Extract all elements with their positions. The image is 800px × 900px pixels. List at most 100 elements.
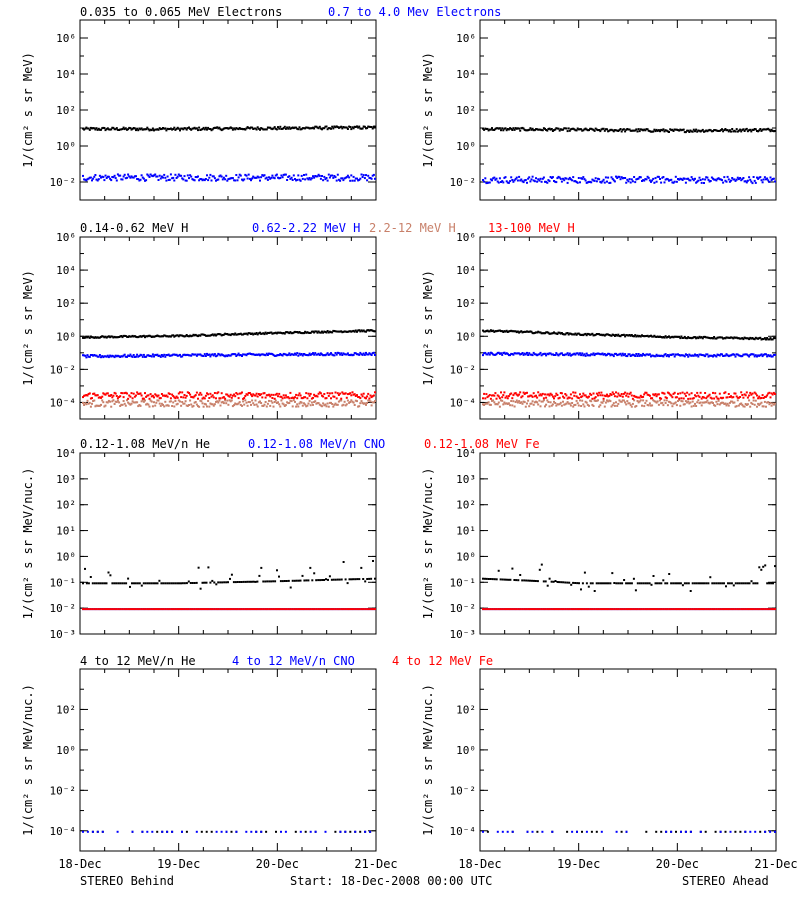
data-point xyxy=(538,331,541,334)
data-point xyxy=(529,394,532,397)
data-point xyxy=(372,401,375,404)
data-point xyxy=(772,391,775,394)
data-point xyxy=(597,333,599,336)
data-point xyxy=(578,608,580,611)
data-point xyxy=(679,354,682,357)
data-point xyxy=(727,582,729,585)
data-point xyxy=(549,332,552,335)
data-point xyxy=(281,127,284,130)
data-point xyxy=(175,127,178,130)
data-point xyxy=(566,352,569,355)
data-point xyxy=(174,353,177,356)
data-point xyxy=(219,397,222,400)
data-point xyxy=(536,396,539,399)
data-point xyxy=(625,830,628,833)
data-point xyxy=(600,128,603,131)
data-point xyxy=(115,582,118,585)
data-point xyxy=(652,575,655,577)
data-point xyxy=(668,400,670,403)
data-point xyxy=(128,394,131,397)
data-point xyxy=(121,392,124,395)
data-point xyxy=(86,394,89,397)
data-point xyxy=(350,399,353,402)
data-point xyxy=(215,334,217,337)
data-point xyxy=(537,330,540,333)
data-point xyxy=(565,332,568,335)
data-point xyxy=(186,391,189,394)
data-point xyxy=(582,176,585,179)
data-point xyxy=(186,127,189,130)
data-point xyxy=(570,608,573,611)
data-point xyxy=(666,582,669,585)
data-point xyxy=(648,582,651,585)
data-point xyxy=(487,330,490,333)
data-point xyxy=(513,352,516,355)
data-point xyxy=(669,401,672,404)
data-point xyxy=(761,128,764,131)
data-point xyxy=(610,353,613,356)
data-point xyxy=(736,396,739,399)
data-point xyxy=(269,177,272,180)
data-point xyxy=(771,355,774,358)
data-point xyxy=(526,129,528,132)
data-point xyxy=(554,180,557,183)
data-point xyxy=(716,177,719,180)
data-point xyxy=(139,335,142,338)
data-point xyxy=(576,830,578,833)
data-point xyxy=(219,333,222,336)
data-point xyxy=(223,608,226,611)
data-point xyxy=(142,334,145,337)
data-point xyxy=(655,830,658,833)
data-point xyxy=(698,395,701,398)
data-point xyxy=(638,130,641,133)
data-point xyxy=(226,355,229,358)
data-point xyxy=(579,333,581,336)
plot-frame xyxy=(479,19,777,201)
data-point xyxy=(665,830,668,833)
data-point xyxy=(257,176,260,179)
data-point xyxy=(122,126,125,129)
data-point xyxy=(532,179,535,182)
data-point xyxy=(586,403,589,406)
data-point xyxy=(241,404,243,407)
y-tick-label: 10⁰ xyxy=(56,330,76,343)
data-point xyxy=(761,394,764,397)
data-point xyxy=(732,584,735,587)
data-point xyxy=(724,830,727,833)
data-point xyxy=(749,353,752,356)
data-point xyxy=(609,128,612,131)
data-point xyxy=(654,400,657,403)
data-point xyxy=(527,354,530,356)
data-point xyxy=(236,127,239,130)
data-point xyxy=(266,126,269,129)
data-point xyxy=(361,127,364,130)
data-point xyxy=(327,394,330,397)
data-point xyxy=(270,400,273,403)
data-point xyxy=(599,404,602,407)
data-point xyxy=(361,401,364,404)
data-point xyxy=(297,608,300,611)
data-point xyxy=(318,174,321,177)
data-point xyxy=(146,354,149,357)
data-point xyxy=(117,582,120,585)
footer-center: Start: 18-Dec-2008 00:00 UTC xyxy=(290,874,493,888)
data-point xyxy=(331,403,334,405)
data-point xyxy=(291,608,294,611)
data-point xyxy=(626,400,629,403)
data-point xyxy=(199,178,202,180)
data-point xyxy=(591,128,594,131)
data-point xyxy=(109,608,112,611)
data-point xyxy=(646,404,649,406)
data-point xyxy=(521,579,524,582)
data-point xyxy=(591,582,594,585)
data-point xyxy=(634,334,637,337)
data-point xyxy=(722,337,725,340)
data-point xyxy=(172,582,175,585)
data-point xyxy=(125,608,128,611)
data-point xyxy=(598,391,601,394)
data-point xyxy=(651,404,654,407)
data-point xyxy=(369,830,372,833)
data-point xyxy=(579,399,581,402)
data-point xyxy=(270,331,273,334)
data-point xyxy=(115,355,118,358)
